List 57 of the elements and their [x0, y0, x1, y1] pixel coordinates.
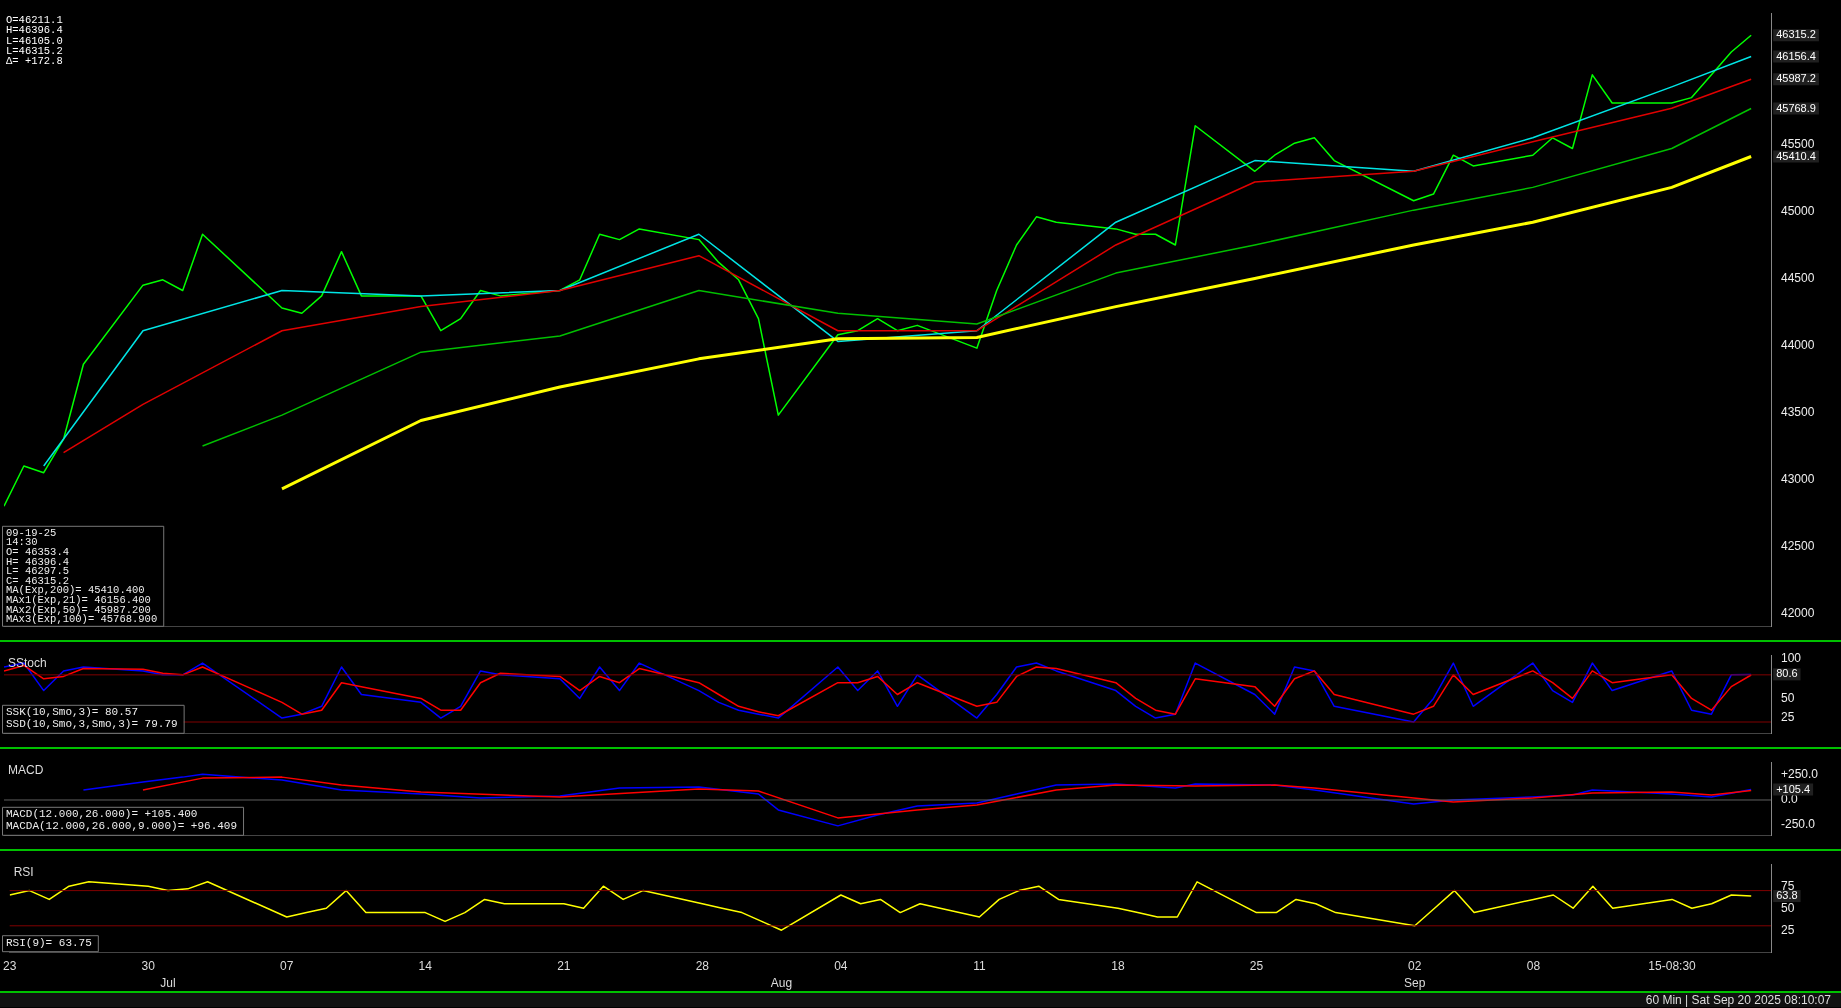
y-tick-label: 42500 — [1781, 538, 1815, 553]
chart-title: RSI — [13, 864, 34, 879]
chart-title: SStoch — [8, 655, 47, 670]
annotation: SSD(10,Smo,3,Smo,3)= 79.79 — [6, 718, 178, 731]
annotation: Δ= +172.8 — [6, 55, 63, 68]
x-tick-label: 18 — [1111, 958, 1125, 973]
annotation: O=46211.1 — [6, 14, 63, 27]
x2-tick-label: Sep — [1404, 976, 1426, 991]
annotation: MACDA(12.000,26.000,9.000)= +96.409 — [6, 820, 238, 833]
x-tick-label: 08 — [1526, 958, 1541, 973]
annotation: 14:30 — [6, 536, 38, 549]
annotation: 63.8 — [1776, 889, 1798, 902]
x-tick-label: 14 — [418, 958, 433, 973]
x-tick-label: 04 — [834, 958, 848, 973]
annotation: 09-19-25 — [6, 526, 57, 539]
annotation: L= 46297.5 — [6, 565, 70, 578]
y-tick-label: 42000 — [1781, 605, 1815, 620]
y-tick-label: 25 — [1781, 922, 1795, 937]
annotation: 46156.4 — [1776, 49, 1816, 62]
x-tick-label: 23 — [2, 958, 17, 973]
x-tick-label: 07 — [280, 958, 294, 973]
y-tick-label: +250.0 — [1781, 767, 1819, 782]
y-tick-label: 50 — [1781, 900, 1795, 915]
annotation: +105.4 — [1776, 782, 1811, 795]
y-tick-label: 45000 — [1781, 203, 1815, 218]
y-tick-label: 44000 — [1781, 337, 1815, 352]
y-tick-label: 25 — [1781, 710, 1795, 725]
annotation: L=46105.0 — [6, 34, 63, 47]
x2-tick-label: Jul — [160, 976, 176, 991]
y-tick-label: 50 — [1781, 690, 1795, 705]
annotation: MACD(12.000,26.000)= +105.400 — [6, 808, 198, 821]
chart-title: MACD — [8, 762, 44, 777]
annotation: MAx3(Exp,100)= 45768.900 — [6, 613, 158, 626]
y-tick-label: 44500 — [1781, 270, 1815, 285]
y-tick-label: 100 — [1781, 651, 1802, 666]
annotation: H=46396.4 — [6, 24, 63, 37]
y-tick-label: 45500 — [1781, 136, 1815, 151]
annotation: RSI(9)= 63.75 — [6, 936, 92, 949]
annotation: 45410.4 — [1776, 149, 1816, 162]
y-tick-label: 43500 — [1781, 404, 1815, 419]
annotation: 45987.2 — [1776, 72, 1816, 85]
x2-tick-label: Aug — [770, 976, 793, 991]
x-tick-label: 30 — [141, 958, 156, 973]
annotation: L=46315.2 — [6, 44, 63, 57]
x-tick-label: 21 — [557, 958, 571, 973]
x-tick-label: 15-08:30 — [1648, 958, 1697, 973]
annotation: 46315.2 — [1776, 28, 1816, 41]
y-tick-label: -250.0 — [1781, 817, 1816, 832]
x-tick-label: 11 — [973, 958, 986, 973]
y-tick-label: 43000 — [1781, 471, 1815, 486]
text: 60 Min | Sat Sep 20 2025 08:10:07 — [0, 993, 1841, 1007]
annotation: 45768.9 — [1776, 101, 1816, 114]
x-tick-label: 02 — [1408, 958, 1422, 973]
annotation: 80.6 — [1776, 667, 1798, 680]
annotation: SSK(10,Smo,3)= 80.57 — [6, 706, 139, 719]
x-tick-label: 25 — [1249, 958, 1264, 973]
x-tick-label: 28 — [695, 958, 710, 973]
